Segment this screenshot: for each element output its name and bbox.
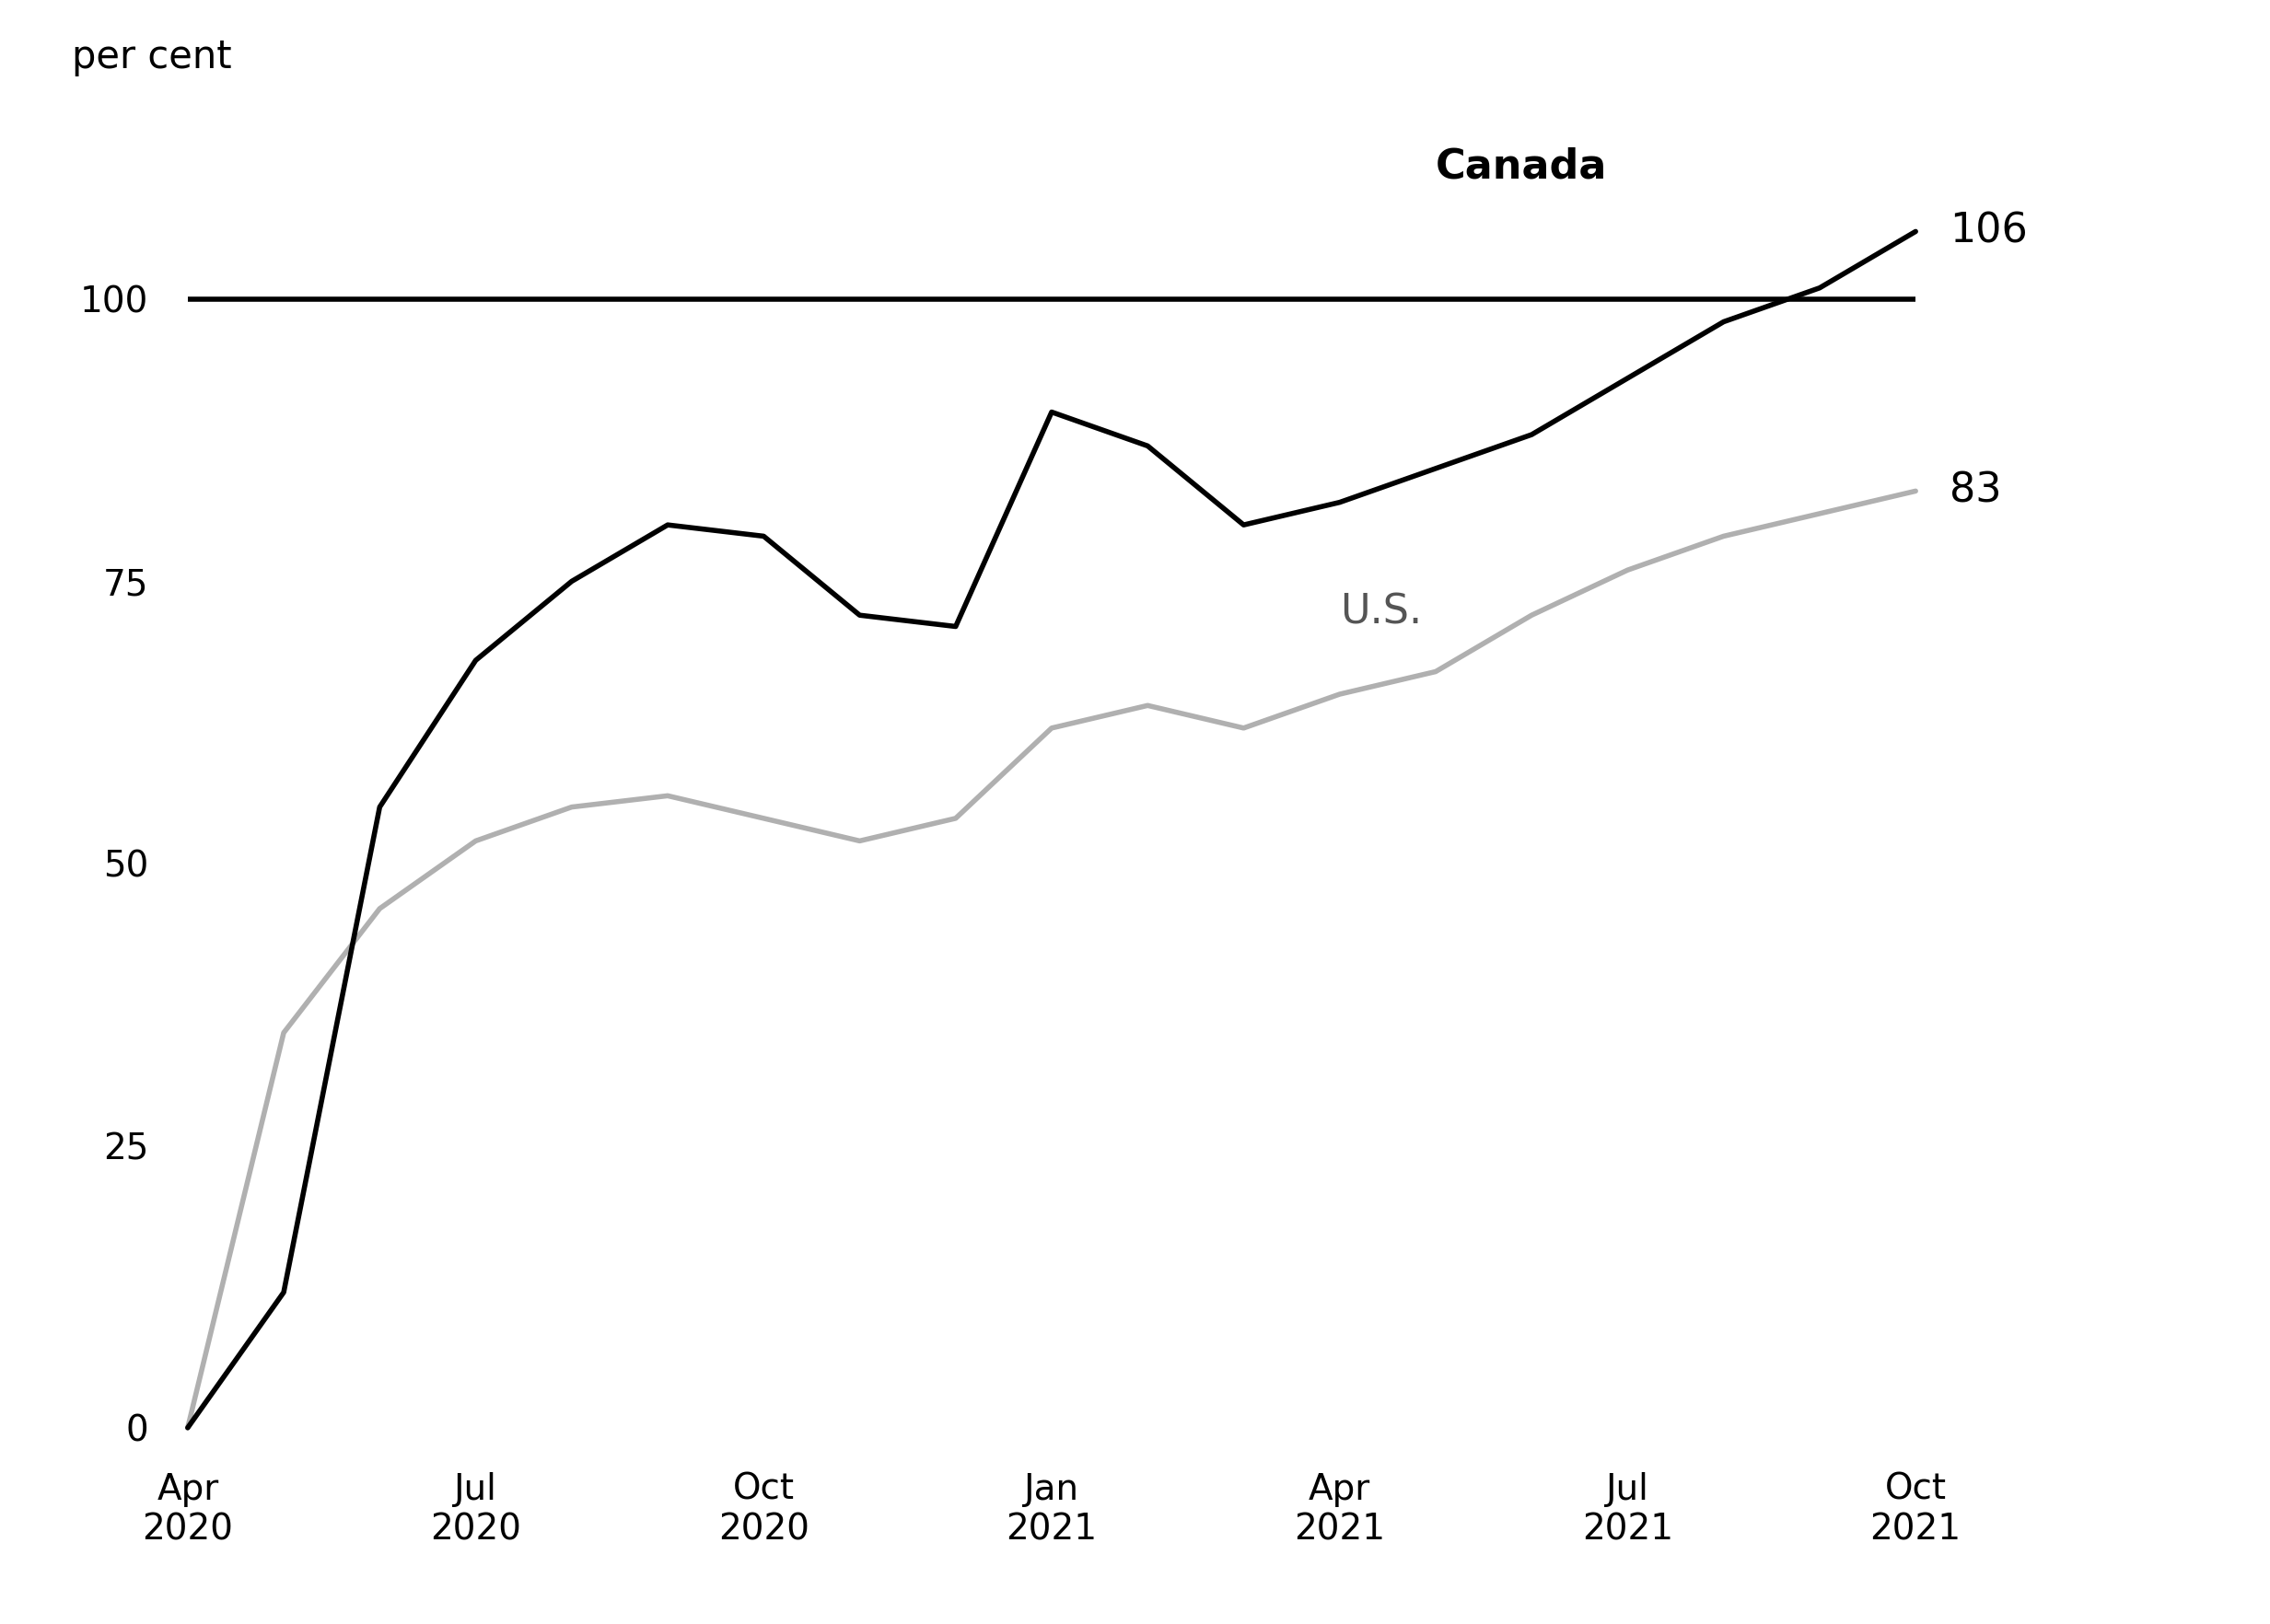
Text: 83: 83	[1950, 471, 2002, 512]
Text: 106: 106	[1950, 211, 2027, 252]
Text: per cent: per cent	[73, 37, 232, 76]
Text: U.S.: U.S.	[1339, 593, 1421, 632]
Text: Canada: Canada	[1435, 146, 1607, 187]
